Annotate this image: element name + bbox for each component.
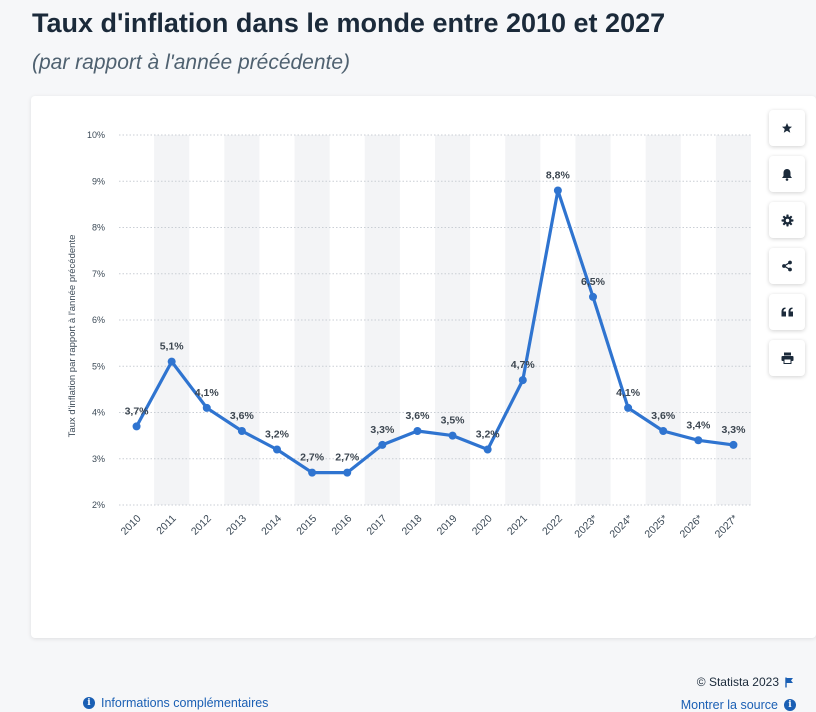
quote-icon <box>781 307 793 317</box>
data-label: 4,1% <box>195 387 220 399</box>
notification-button[interactable] <box>769 156 805 192</box>
line-chart: 2% 3% 4% 5% 6% 7% 8% 9% 10% 2010 2011 2012 2013 2014… <box>67 130 751 541</box>
show-source-text: Montrer la source <box>680 698 778 712</box>
y-tick-label: 6% <box>92 315 105 325</box>
share-icon <box>782 260 792 272</box>
data-point <box>132 422 141 431</box>
cite-button[interactable] <box>769 294 805 330</box>
more-info-text: Informations complémentaires <box>101 696 269 710</box>
copyright: © Statista 2023 <box>697 675 794 689</box>
x-tick-label: 2027* <box>713 513 741 541</box>
data-label: 3,3% <box>721 424 746 436</box>
data-point <box>273 445 281 454</box>
x-tick-label: 2022 <box>540 513 565 538</box>
data-label: 4,7% <box>511 359 536 371</box>
data-point <box>308 468 317 477</box>
data-point <box>237 427 246 435</box>
data-label: 3,7% <box>125 405 150 417</box>
y-tick-label: 5% <box>92 361 105 371</box>
y-tick-label: 2% <box>92 500 105 510</box>
y-axis-label: Taux d'inflation par rapport à l'année p… <box>67 235 78 438</box>
x-tick-label: 2013 <box>224 513 249 538</box>
x-tick-label: 2015 <box>294 513 319 538</box>
page-title: Taux d'inflation dans le monde entre 201… <box>32 8 666 38</box>
x-tick-label: 2017 <box>364 513 389 538</box>
info-icon: i <box>784 699 796 711</box>
data-point <box>518 376 527 385</box>
y-tick-label: 7% <box>92 269 105 279</box>
x-tick-label: 2014 <box>259 513 284 538</box>
data-point <box>343 468 352 477</box>
chart-card: 2% 3% 4% 5% 6% 7% 8% 9% 10% 2010 2011 2012 2013 2014… <box>31 96 816 712</box>
data-point <box>483 445 492 454</box>
data-label: 3,6% <box>405 410 430 422</box>
x-tick-label: 2016 <box>329 513 354 538</box>
data-label: 3,2% <box>265 429 290 441</box>
x-tick-label: 2024* <box>607 513 635 541</box>
copyright-text: © Statista 2023 <box>696 675 779 689</box>
data-points <box>132 186 738 477</box>
x-tick-label: 2018 <box>400 513 425 538</box>
y-tick-label: 8% <box>92 223 105 233</box>
x-tick-label: 2012 <box>189 513 214 538</box>
bell-icon <box>782 168 792 181</box>
series-line <box>134 188 736 475</box>
data-point <box>378 440 387 449</box>
settings-button[interactable] <box>769 202 805 238</box>
data-label: 3,2% <box>476 429 501 441</box>
data-label: 2,7% <box>300 452 325 464</box>
x-axis-ticks: 2010 2011 2012 2013 2014 2015 2016 2017 2018 2019… <box>119 513 741 541</box>
gridlines <box>119 134 751 506</box>
x-tick-label: 2011 <box>154 513 179 538</box>
x-tick-label: 2023* <box>572 513 600 541</box>
data-point <box>729 440 738 449</box>
data-label: 2,7% <box>335 452 360 464</box>
print-icon <box>781 352 793 364</box>
more-info-link[interactable]: i Informations complémentaires <box>83 696 268 710</box>
x-tick-label: 2020 <box>470 513 495 538</box>
star-icon <box>782 123 792 133</box>
data-point <box>413 427 422 435</box>
show-source-link[interactable]: Montrer la source i <box>681 698 796 712</box>
gear-icon <box>781 214 793 226</box>
data-label: 3,6% <box>230 410 255 422</box>
info-icon: i <box>83 697 95 709</box>
data-label: 3,5% <box>441 415 466 427</box>
y-tick-label: 3% <box>92 454 105 464</box>
x-tick-label: 2025* <box>642 513 670 541</box>
y-tick-label: 4% <box>92 408 105 418</box>
page-subtitle: (par rapport à l'année précédente) <box>32 51 351 74</box>
favorite-button[interactable] <box>769 110 805 146</box>
data-point <box>553 186 562 195</box>
data-point <box>694 436 703 445</box>
data-labels: 3,7% 5,1% 4,1% 3,6% 3,2% 2,7% 2,7% 3,3% 3,6% 3,5%… <box>125 170 746 464</box>
share-button[interactable] <box>769 248 805 284</box>
print-button[interactable] <box>769 340 805 376</box>
data-point <box>167 357 176 366</box>
data-label: 3,6% <box>651 410 676 422</box>
data-label: 6,5% <box>581 276 606 288</box>
x-tick-label: 2019 <box>435 513 460 538</box>
x-tick-label: 2026* <box>678 513 706 541</box>
data-point <box>202 403 211 412</box>
data-point <box>448 431 457 440</box>
x-tick-label: 2021 <box>505 513 530 538</box>
data-label: 8,8% <box>546 170 571 182</box>
x-tick-label: 2010 <box>119 513 144 538</box>
y-tick-label: 9% <box>92 176 105 186</box>
data-label: 3,4% <box>686 419 711 431</box>
flag-icon[interactable] <box>785 677 794 688</box>
data-point <box>624 403 633 412</box>
y-axis-ticks: 2% 3% 4% 5% 6% 7% 8% 9% 10% <box>87 130 105 510</box>
data-label: 3,3% <box>370 424 395 436</box>
data-point <box>659 427 668 435</box>
series-line-path <box>134 188 736 475</box>
y-tick-label: 10% <box>87 130 105 140</box>
data-label: 5,1% <box>160 341 185 353</box>
data-label: 4,1% <box>616 387 641 399</box>
data-point <box>589 292 597 301</box>
